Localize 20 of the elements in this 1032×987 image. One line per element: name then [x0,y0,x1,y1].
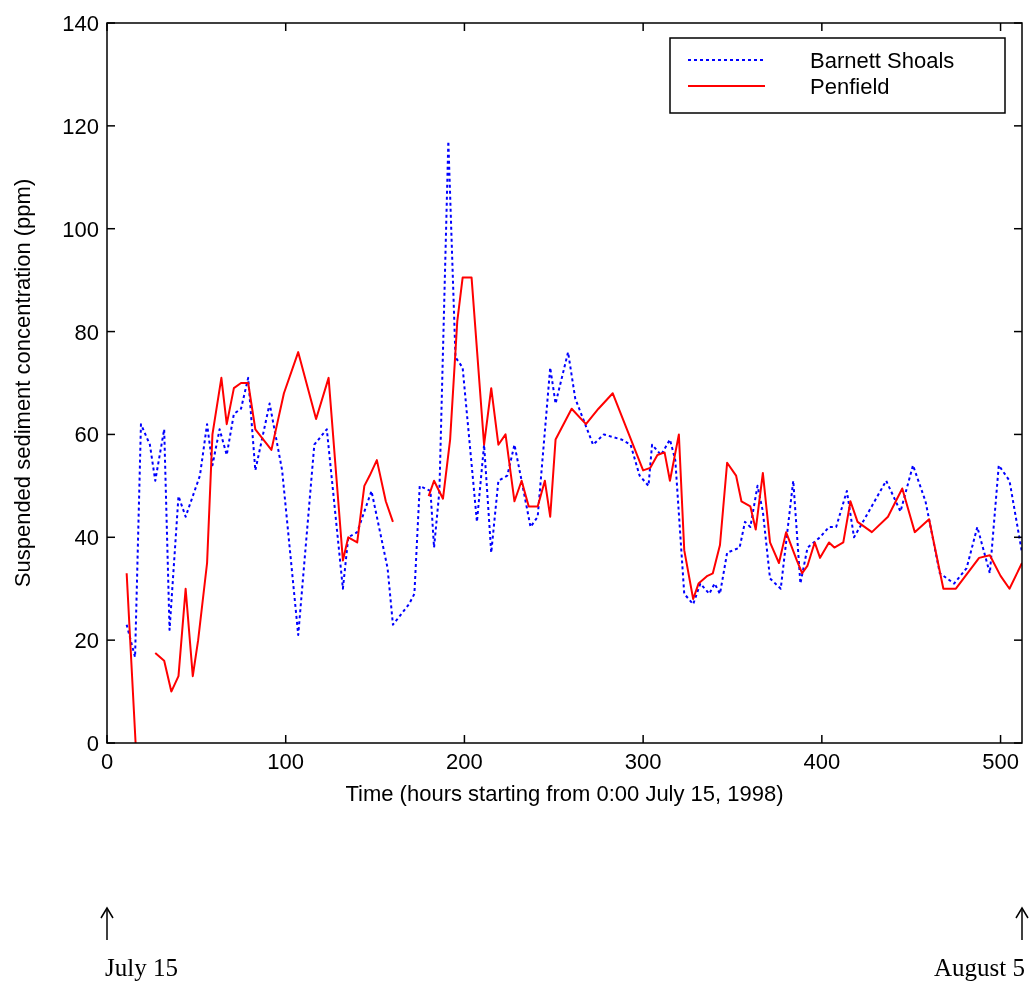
y-tick-label: 140 [62,11,99,36]
y-tick-label: 0 [86,731,99,756]
x-axis-title: Time (hours starting from 0:00 July 15, 1998) [345,781,784,806]
y-tick-label: 120 [62,113,99,139]
y-tick-label: 60 [74,422,99,448]
y-axis-title: Suspended sediment concentration (ppm) [10,178,35,588]
x-tick-label: 200 [446,749,483,774]
y-tick-label: 40 [74,525,99,551]
legend-label: Penfield [810,74,890,99]
line-series [125,140,1022,659]
y-tick-label: 100 [62,216,99,242]
y-tick-label: 20 [74,628,99,654]
x-tick-label: 400 [803,749,841,774]
text: July 15 [105,954,178,981]
y-tick-label: 80 [74,319,99,345]
legend-label: Barnett Shoals [810,48,955,73]
x-tick-label: 300 [624,749,662,774]
x-tick-label: 100 [267,749,305,774]
text: August 5 [934,954,1025,981]
x-tick-label: 500 [982,749,1019,774]
